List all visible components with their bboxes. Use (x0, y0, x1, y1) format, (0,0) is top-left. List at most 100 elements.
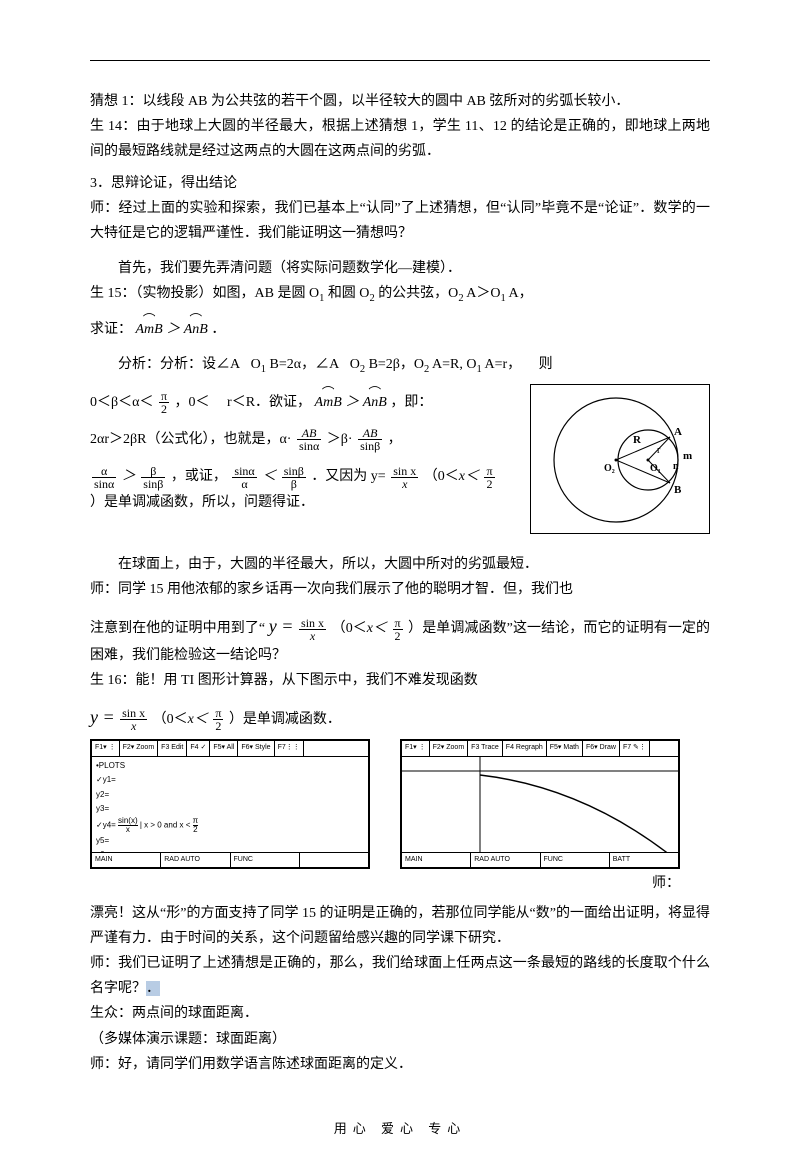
student-16: 生 16：能！用 TI 图形计算器，从下图示中，我们不难发现函数 (90, 668, 710, 693)
s15-a: 生 15：（实物投影）如图，AB 是圆 O (90, 286, 319, 301)
sub-2b: 2 (458, 293, 463, 304)
slf-0: MAIN (92, 853, 161, 868)
nl-open: （0＜ (332, 621, 367, 636)
dot-o1 (647, 458, 650, 461)
an-e: B=2β，O (369, 357, 424, 372)
sl-4: ✓y4= sin(x)x | x > 0 and x < π2 (96, 817, 364, 834)
frac-ab-sinb: ABsinβ (358, 427, 382, 452)
students-answer: 生众：两点间的球面距离． (90, 1001, 710, 1026)
func-line: y = sin xx （0＜x＜ π2 ）是单调减函数． (90, 701, 710, 733)
arc-anb-2: AnB (363, 390, 387, 415)
slf-1: RAD AUTO (161, 853, 230, 868)
page-footer: 用心 爱心 专心 (90, 1117, 710, 1140)
yeq-2: y = (90, 707, 115, 727)
menu-r-3: F4 Regraph (503, 741, 547, 756)
op-a: ，或证， (171, 469, 227, 484)
screen-right-foot: MAIN RAD AUTO FUNC BATT (402, 852, 678, 868)
screen-right: F1▾ ⋮ F2▾ Zoom F3 Trace F4 Regraph F5▾ M… (400, 739, 680, 869)
an-c: B=2α，∠A (270, 357, 340, 372)
fn-open: （0＜ (153, 712, 188, 727)
highlight-period: ． (146, 981, 160, 996)
sub-2a: 2 (369, 293, 374, 304)
media-title: （多媒体演示课题：球面距离） (90, 1027, 710, 1052)
label-o1: O₁ (650, 463, 661, 474)
frac-a-sina: αsinα (92, 465, 116, 490)
menu-l-2: F3 Edit (158, 741, 187, 756)
an-f: A=R, O (432, 357, 476, 372)
menu-l-4: F5▾ All (210, 741, 238, 756)
an-d: O (350, 357, 360, 372)
graph-svg (402, 757, 678, 852)
sub-1a: 1 (319, 293, 324, 304)
menu-r-4: F5▾ Math (547, 741, 583, 756)
menu-r-6: F7 ✎⋮ (620, 741, 650, 756)
frac-pi2-b: π2 (484, 465, 494, 490)
teacher-beautiful: 漂亮！这从“形”的方面支持了同学 15 的证明是正确的，若那位同学能从“数”的一… (90, 901, 710, 951)
yeq-1: y = (269, 616, 294, 636)
menu-r-2: F3 Trace (468, 741, 503, 756)
label-n: n (673, 461, 679, 472)
label-a: A (674, 426, 682, 438)
line-o2-a (616, 437, 670, 460)
slf-3 (300, 853, 368, 868)
sl-5: y5= (96, 834, 364, 848)
line-o2-b (616, 460, 670, 483)
op-b: ．又因为 y= (311, 469, 385, 484)
prove-label: 求证： (90, 322, 132, 337)
frac-sinx-x-c: sin xx (120, 707, 147, 732)
sl-3: y3= (96, 802, 364, 816)
label-o2: O₂ (604, 463, 615, 474)
menu-l-6: F7⋮⋮ (275, 741, 304, 756)
menu-l-1: F2▾ Zoom (120, 741, 159, 756)
screen-left-body: •PLOTS ✓y1= y2= y3= ✓y4= sin(x)x | x > 0… (92, 757, 368, 852)
frac-sinb-b: sinββ (282, 465, 306, 490)
student-15: 生 15：（实物投影）如图，AB 是圆 O1 和圆 O2 的公共弦，O2 A＞O… (90, 281, 710, 309)
op-c: （0＜ (424, 469, 459, 484)
nl-a: 注意到在他的证明中用到了“ (90, 621, 265, 636)
menu-r-1: F2▾ Zoom (430, 741, 469, 756)
curve (480, 775, 670, 852)
menu-l-5: F6▾ Style (238, 741, 274, 756)
first-clarify: 首先，我们要先弄清问题（将实际问题数学化—建模）． (90, 256, 710, 281)
section-3-title: 3．思辩论证，得出结论 (90, 171, 710, 196)
srf-0: MAIN (402, 853, 471, 868)
sub-1c: 1 (261, 364, 266, 375)
an-b: O (251, 357, 261, 372)
menu-r-5: F6▾ Draw (583, 741, 620, 756)
x-1: x＜ (459, 469, 479, 484)
tnq-a: 师：我们已证明了上述猜想是正确的，那么，我们给球面上任两点这一条最短的路线的长度… (90, 956, 710, 996)
sl-1: ✓y1= (96, 773, 364, 787)
fn-b: ）是单调减函数． (229, 712, 341, 727)
conjecture-1: 猜想 1：以线段 AB 为公共弦的若干个圆，以半径较大的圆中 AB 弦所对的劣弧… (90, 89, 710, 114)
sphere-conclude: 在球面上，由于，大圆的半径最大，所以，大圆中所对的劣弧最短． (90, 552, 710, 577)
analysis-line: 分析：分析：设∠A O1 B=2α，∠A O2 B=2β，O2 A=R, O1 … (90, 352, 710, 380)
screen-left-menu: F1▾ ⋮ F2▾ Zoom F3 Edit F4 ✓ F5▾ All F6▾ … (92, 741, 368, 757)
label-b: B (674, 484, 682, 496)
teacher-praise: 师：同学 15 用他浓郁的家乡话再一次向我们展示了他的聪明才智．但，我们也 (90, 577, 710, 602)
screen-left-foot: MAIN RAD AUTO FUNC (92, 852, 368, 868)
frac-pi2-d: π2 (213, 707, 223, 732)
arc-amb-1: AmB (136, 317, 163, 342)
menu-l-3: F4 ✓ (187, 741, 210, 756)
to-prove: 求证： AmB ＞ AnB ． (90, 317, 710, 342)
fl-c: ， (388, 432, 402, 447)
s15-b: 和圆 O (328, 286, 370, 301)
circle-diagram-svg: A B R r m n O₁ O₂ (531, 385, 709, 533)
screen-right-body (402, 757, 678, 852)
s15-d: A＞O (466, 286, 500, 301)
frac-pi2-c: π2 (393, 617, 403, 642)
gt-3: ＞ (122, 469, 136, 484)
sl-6: y6= (96, 848, 364, 852)
calculator-screens: F1▾ ⋮ F2▾ Zoom F3 Edit F4 ✓ F5▾ All F6▾ … (90, 739, 710, 896)
lt-1: ＜ (262, 469, 276, 484)
prove-period: ． (211, 322, 225, 337)
shi-label: 师： (652, 871, 680, 896)
srf-1: RAD AUTO (471, 853, 540, 868)
menu-l-0: F1▾ ⋮ (92, 741, 120, 756)
sub-2c: 2 (360, 364, 365, 375)
an-h: 则 (539, 357, 553, 372)
sub-2d: 2 (424, 364, 429, 375)
arc-amb-2: AmB (315, 390, 342, 415)
srf-2: FUNC (541, 853, 610, 868)
label-r-big: R (633, 434, 642, 446)
